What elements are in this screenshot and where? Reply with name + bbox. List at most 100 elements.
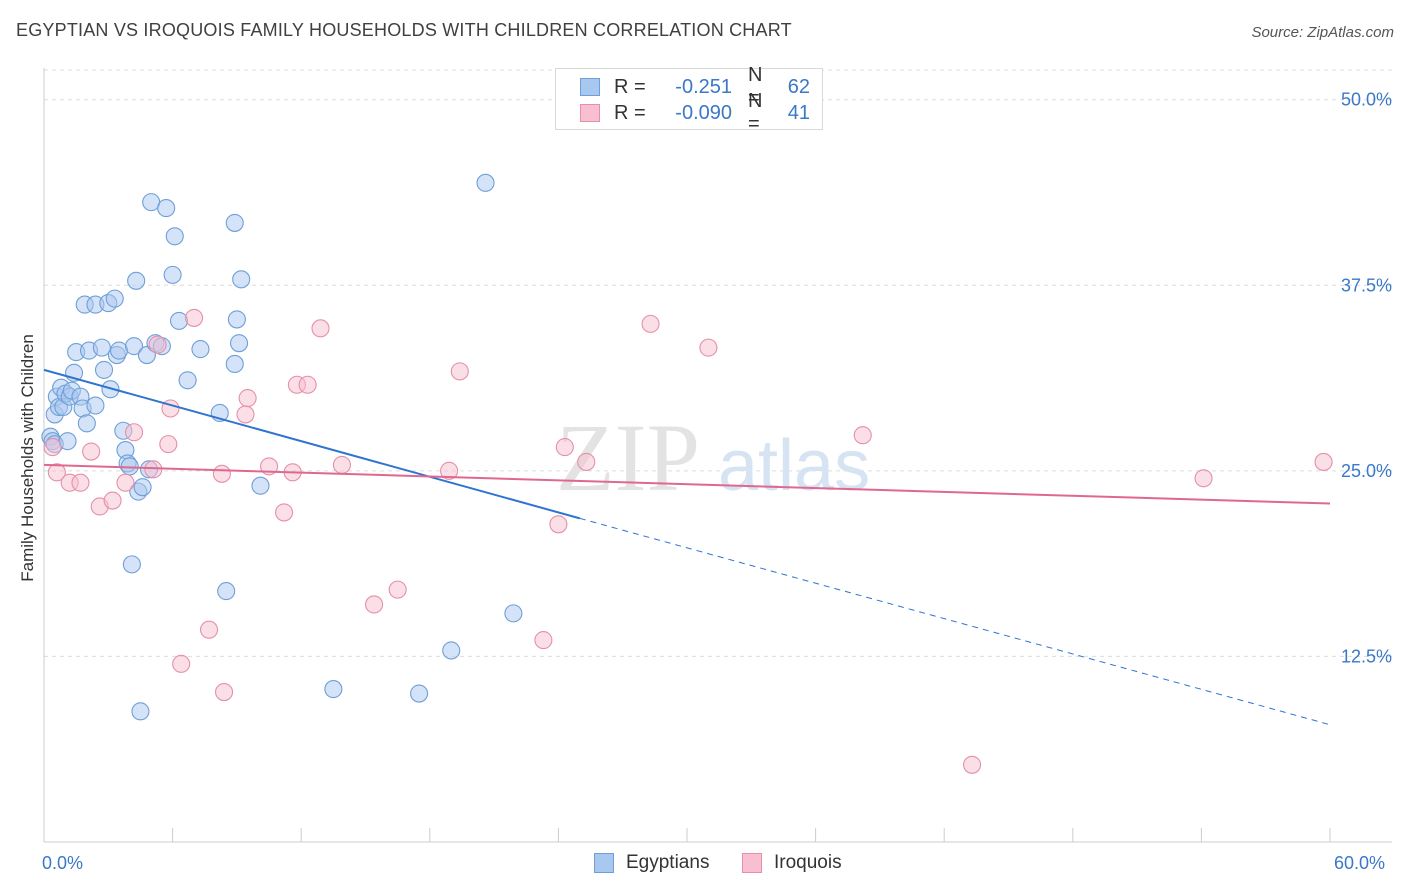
source-label: Source: ZipAtlas.com [1251, 24, 1394, 41]
x-tick-label-min: 0.0% [42, 853, 84, 873]
data-point [165, 227, 184, 246]
data-point [440, 461, 459, 480]
data-point [191, 340, 210, 359]
data-point [298, 375, 317, 394]
data-point [86, 396, 105, 415]
data-point [159, 435, 178, 454]
series-iroquois [43, 308, 1333, 774]
data-point [77, 414, 96, 433]
data-points [41, 173, 1333, 774]
data-point [82, 442, 101, 461]
data-point [105, 289, 124, 308]
data-point [124, 337, 144, 356]
data-point [555, 438, 574, 457]
data-point [476, 173, 495, 192]
data-point [504, 604, 523, 623]
data-point [58, 432, 77, 451]
y-tick-label: 12.5% [1341, 646, 1392, 666]
y-tick-label: 37.5% [1341, 275, 1392, 295]
data-point [251, 476, 270, 495]
data-point [577, 452, 596, 471]
data-point [442, 641, 461, 660]
grid-lines [44, 69, 1392, 657]
data-point [142, 193, 161, 212]
stats-legend: R = -0.251 N = 62 R = -0.090 N = 41 [555, 64, 823, 135]
bottom-legend-swatch-egyptians [594, 853, 614, 873]
data-point [549, 515, 568, 534]
data-point [214, 683, 234, 702]
data-point [236, 405, 255, 424]
data-point [232, 270, 251, 289]
data-point [94, 360, 114, 379]
watermark: ZIP atlas [556, 404, 870, 511]
trend-line-extension [579, 517, 1331, 726]
data-point [963, 755, 982, 774]
legend-n-label: N = [748, 90, 763, 135]
data-point [199, 620, 219, 639]
legend-n-label: N = [748, 64, 763, 109]
data-point [178, 371, 197, 390]
x-tick-label-max: 60.0% [1334, 853, 1386, 873]
trend-line [43, 463, 1331, 505]
legend-n-value: 41 [787, 101, 810, 124]
data-point [534, 631, 553, 650]
legend-row-iroquois: R = -0.090 N = 41 [580, 90, 810, 135]
bottom-legend-label-iroquois: Iroquois [774, 852, 842, 873]
data-point [131, 702, 150, 721]
data-point [148, 335, 167, 354]
data-point [853, 426, 872, 445]
legend-n-value: 62 [787, 75, 810, 98]
data-point [388, 580, 407, 599]
data-point [324, 680, 343, 699]
data-point [225, 213, 244, 232]
data-point [47, 463, 66, 482]
legend-r-value: -0.090 [675, 101, 732, 124]
data-point [169, 311, 189, 330]
watermark-zip: ZIP [556, 404, 700, 511]
legend-swatch-iroquois [580, 104, 600, 122]
data-point [116, 473, 135, 492]
series-egyptians [41, 173, 523, 721]
legend-swatch-egyptians [580, 78, 600, 96]
bottom-legend-iroquois: Iroquois [742, 852, 842, 874]
data-point [1314, 452, 1333, 471]
data-point [275, 503, 294, 522]
data-point [365, 595, 384, 614]
data-point [172, 654, 191, 673]
data-point [43, 438, 62, 457]
data-point [229, 334, 249, 353]
data-point [450, 362, 469, 381]
data-point [699, 338, 718, 357]
legend-r-value: -0.251 [675, 75, 732, 98]
data-point [124, 423, 144, 442]
data-point [184, 308, 204, 327]
data-point [109, 341, 129, 360]
trend-lines [43, 368, 1331, 726]
data-point [71, 473, 90, 492]
data-point [122, 555, 141, 574]
data-point [217, 582, 236, 601]
data-point [103, 491, 122, 510]
bottom-legend-label-egyptians: Egyptians [626, 852, 710, 873]
data-point [212, 464, 231, 483]
trend-line [43, 368, 581, 520]
data-point [157, 199, 176, 218]
data-point [238, 389, 257, 408]
data-point [410, 684, 429, 703]
bottom-legend-swatch-iroquois [742, 853, 762, 873]
data-point [227, 310, 246, 329]
data-point [225, 354, 244, 374]
y-tick-label: 25.0% [1341, 461, 1392, 481]
watermark-atlas: atlas [718, 426, 870, 506]
y-tick-label: 50.0% [1341, 90, 1392, 110]
legend-r-label: R = [614, 75, 646, 98]
data-point [92, 338, 111, 357]
y-tick-labels: 12.5% 25.0% 37.5% 50.0% [1341, 90, 1392, 667]
data-point [133, 478, 152, 497]
bottom-legend-egyptians: Egyptians [594, 852, 709, 874]
data-point [1194, 469, 1213, 488]
data-point [311, 319, 330, 338]
legend-r-label: R = [614, 101, 646, 124]
axes [43, 68, 1392, 843]
